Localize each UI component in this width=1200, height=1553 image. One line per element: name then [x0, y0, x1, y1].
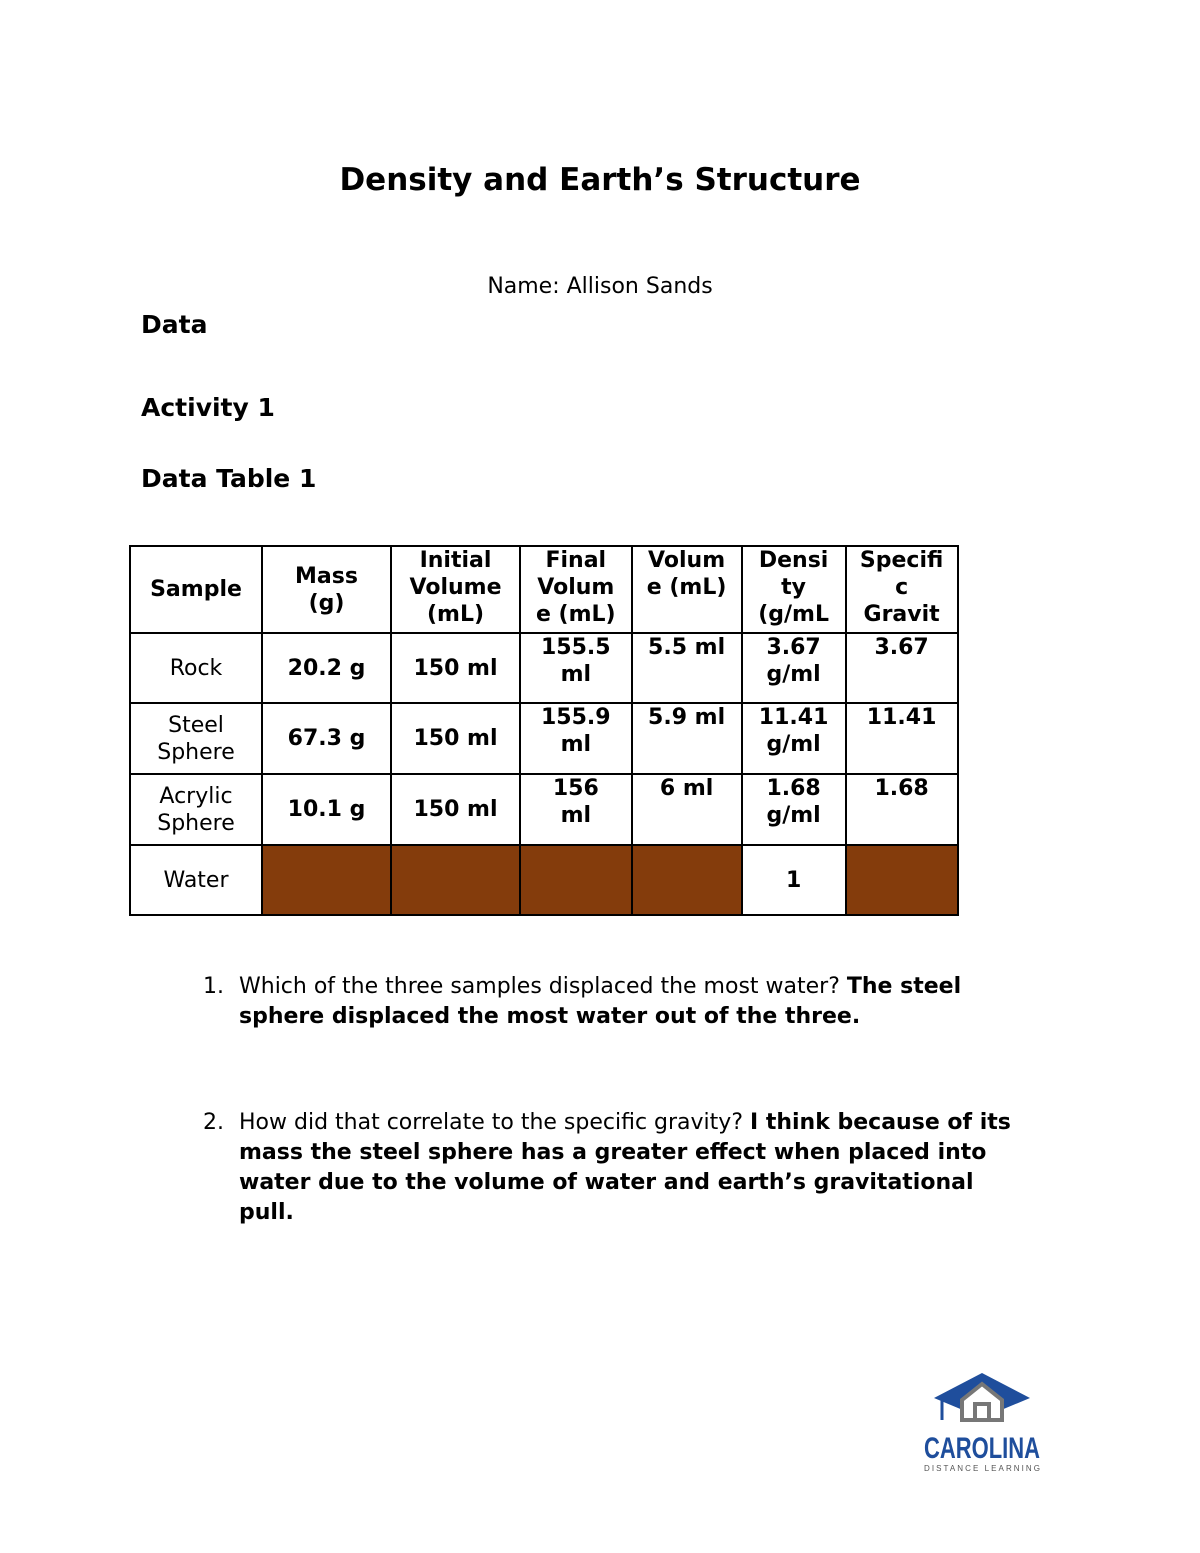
header-cell: Specifi c Gravit — [844, 545, 959, 634]
question-item: 2. How did that correlate to the specific… — [203, 1108, 1033, 1228]
header-cell: Sample — [129, 545, 263, 634]
table-cell: 67.3 g — [261, 702, 392, 775]
table-cell: 3.67 g/ml — [740, 632, 847, 704]
shaded-cell — [630, 844, 743, 916]
table-cell: 1.68 — [844, 773, 959, 846]
sample-cell: Acrylic Sphere — [129, 773, 263, 846]
table-cell: 6 ml — [630, 773, 743, 846]
table-cell: 5.5 ml — [630, 632, 743, 704]
shaded-cell — [261, 844, 392, 916]
table-cell: 156 ml — [519, 773, 633, 846]
header-cell: Densi ty (g/mL — [740, 545, 847, 634]
table-row: Steel Sphere 67.3 g 150 ml 155.9 ml 5.9 … — [129, 702, 959, 775]
heading-data: Data — [141, 310, 208, 339]
question-number: 2. — [203, 1110, 224, 1135]
student-name: Name: Allison Sands — [487, 274, 713, 299]
question-text: Which of the three samples displaced the… — [239, 974, 847, 999]
svg-text:DISTANCE LEARNING: DISTANCE LEARNING — [924, 1464, 1040, 1473]
question-list: 1. Which of the three samples displaced t… — [203, 972, 1033, 1228]
table-cell: 10.1 g — [261, 773, 392, 846]
question-text: How did that correlate to the specific g… — [239, 1110, 750, 1135]
heading-activity: Activity 1 — [141, 393, 275, 422]
svg-text:CAROLINA: CAROLINA — [924, 1432, 1040, 1465]
header-cell: Initial Volume (mL) — [390, 545, 521, 634]
table-cell: 155.5 ml — [519, 632, 633, 704]
question-item: 1. Which of the three samples displaced t… — [203, 972, 1033, 1032]
table-header-row: Sample Mass (g) Initial Volume (mL) Fina… — [129, 545, 959, 634]
table-cell: 1 — [740, 844, 847, 916]
header-cell: Final Volum e (mL) — [519, 545, 633, 634]
data-table-1: Sample Mass (g) Initial Volume (mL) Fina… — [129, 545, 959, 916]
table-cell: 11.41 — [844, 702, 959, 775]
table-cell: 20.2 g — [261, 632, 392, 704]
table-row: Acrylic Sphere 10.1 g 150 ml 156 ml 6 ml… — [129, 773, 959, 846]
carolina-logo: CAROLINA DISTANCE LEARNING — [920, 1370, 1045, 1475]
answer-text: The steel sphere displaced the most wate… — [239, 974, 962, 1029]
header-cell: Volum e (mL) — [630, 545, 743, 634]
shaded-cell — [519, 844, 633, 916]
sample-cell: Steel Sphere — [129, 702, 263, 775]
question-number: 1. — [203, 974, 224, 999]
table-cell: 150 ml — [390, 632, 521, 704]
table-row: Water 1 — [129, 844, 959, 916]
table-cell: 5.9 ml — [630, 702, 743, 775]
table-row: Rock 20.2 g 150 ml 155.5 ml 5.5 ml 3.67 … — [129, 632, 959, 704]
sample-cell: Rock — [129, 632, 263, 704]
table-cell: 150 ml — [390, 702, 521, 775]
table-cell: 3.67 — [844, 632, 959, 704]
table-cell: 1.68 g/ml — [740, 773, 847, 846]
table-cell: 155.9 ml — [519, 702, 633, 775]
header-cell: Mass (g) — [261, 545, 392, 634]
shaded-cell — [844, 844, 959, 916]
table-cell: 11.41 g/ml — [740, 702, 847, 775]
logo-graphic: CAROLINA DISTANCE LEARNING — [924, 1373, 1040, 1473]
document-title: Density and Earth’s Structure — [339, 162, 861, 198]
table-cell: 150 ml — [390, 773, 521, 846]
shaded-cell — [390, 844, 521, 916]
heading-table: Data Table 1 — [141, 464, 317, 493]
answer-text: I think because of its mass the steel sp… — [239, 1110, 1011, 1225]
sample-cell: Water — [129, 844, 263, 916]
